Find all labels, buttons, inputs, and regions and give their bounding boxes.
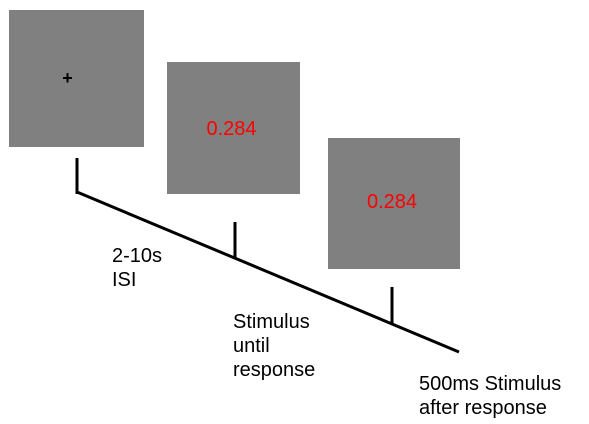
isi-label-line-1: 2-10s: [112, 245, 163, 267]
fixation-cross: +: [62, 67, 73, 88]
stimulus-label-line-1: Stimulus: [233, 311, 310, 333]
stimulus-value: 0.284: [206, 118, 257, 140]
after-label-line-2: after response: [419, 397, 547, 419]
after-response-screen: 0.284: [328, 138, 460, 269]
after-response-label: 500ms Stimulus after response: [419, 372, 561, 420]
after-response-value: 0.284: [366, 190, 418, 213]
stimulus-until-response-label: Stimulus until response: [233, 310, 315, 382]
stimulus-label-line-3: response: [233, 359, 316, 381]
stimulus-label-line-2: until: [233, 335, 270, 357]
stimulus-screen: 0.284: [167, 62, 300, 194]
fixation-screen: +: [9, 10, 144, 147]
after-label-line-1: 500ms Stimulus: [419, 373, 562, 395]
isi-label-line-2: ISI: [112, 269, 137, 291]
timeline-axis: [76, 190, 460, 354]
isi-label: 2-10s ISI: [112, 244, 162, 292]
